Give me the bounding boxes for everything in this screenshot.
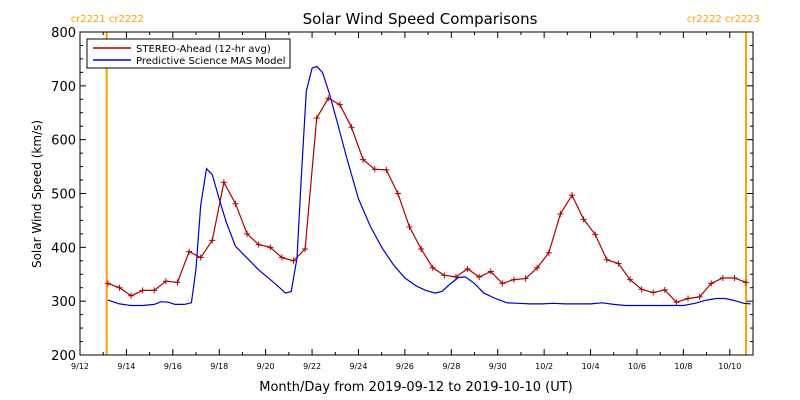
rotation-markers: cr2221 cr2222 cr2222 cr2223: [71, 14, 760, 355]
data-point-marker: [418, 245, 425, 252]
data-point-marker: [197, 254, 204, 261]
y-tick-label: 600: [51, 134, 76, 149]
data-point-marker: [638, 286, 645, 293]
data-point-marker: [603, 256, 610, 263]
x-tick-label: 10/6: [628, 362, 646, 371]
x-tick-label: 10/4: [582, 362, 600, 371]
x-tick-label: 9/22: [303, 362, 321, 371]
x-tick-label: 9/30: [489, 362, 507, 371]
data-point-marker: [476, 273, 483, 280]
data-point-marker: [627, 276, 634, 283]
data-point-marker: [429, 264, 436, 271]
data-point-marker: [545, 249, 552, 256]
y-tick-label: 700: [51, 80, 76, 95]
data-point-marker: [731, 275, 738, 282]
plot-frame: [79, 31, 754, 356]
data-point-marker: [510, 276, 517, 283]
x-tick-label: 9/12: [71, 362, 89, 371]
data-point-marker: [685, 295, 692, 302]
data-point-marker: [464, 265, 471, 272]
data-point-marker: [557, 210, 564, 217]
x-axis: 9/12 9/14 9/16 9/18 9/20 9/22 9/24 9/26 9/28 9/30…: [71, 32, 754, 371]
data-point-marker: [302, 245, 309, 252]
y-axis: 200 300 400 500 600 700 800: [51, 26, 753, 364]
data-point-marker: [278, 254, 285, 261]
data-point-marker: [139, 287, 146, 294]
y-tick-label: 500: [51, 188, 76, 203]
x-tick-label: 9/26: [396, 362, 414, 371]
data-point-marker: [209, 237, 216, 244]
data-point-marker: [661, 286, 668, 293]
data-point-marker: [186, 248, 193, 255]
data-point-marker: [244, 230, 251, 237]
x-tick-label: 10/8: [674, 362, 692, 371]
data-point-marker: [267, 244, 274, 251]
data-point-marker: [255, 241, 262, 248]
legend-label-mas-model: Predictive Science MAS Model: [136, 56, 285, 67]
x-tick-label: 9/28: [442, 362, 460, 371]
legend-box: [86, 38, 291, 69]
x-tick-label: 10/2: [535, 362, 553, 371]
data-point-marker: [116, 284, 123, 291]
y-tick-label: 300: [51, 295, 76, 310]
data-point-marker: [568, 192, 575, 199]
data-point-marker: [743, 279, 750, 286]
data-point-marker: [487, 268, 494, 275]
y-tick-label: 800: [51, 26, 76, 41]
chart-title: Solar Wind Speed Comparisons: [303, 10, 538, 28]
data-point-marker: [220, 179, 227, 186]
data-point-marker: [580, 216, 587, 223]
data-point-marker: [708, 280, 715, 287]
x-tick-label: 9/18: [210, 362, 228, 371]
data-point-marker: [128, 292, 135, 299]
x-axis-label: Month/Day from 2019-09-12 to 2019-10-10 …: [259, 380, 572, 395]
data-point-marker: [592, 231, 599, 238]
rotation-label: cr2221 cr2222: [71, 14, 144, 25]
data-point-marker: [360, 156, 367, 163]
legend-label-stereo: STEREO-Ahead (12-hr avg): [136, 44, 271, 55]
data-point-marker: [615, 260, 622, 267]
data-point-marker: [406, 223, 413, 230]
data-point-marker: [534, 264, 541, 271]
data-point-marker: [151, 287, 158, 294]
y-tick-label: 400: [51, 241, 76, 256]
data-point-marker: [441, 272, 448, 279]
data-point-marker: [104, 280, 111, 287]
series-line-1: [107, 65, 751, 307]
data-point-marker: [696, 293, 703, 300]
data-point-marker: [162, 278, 169, 285]
data-point-marker: [336, 101, 343, 108]
data-point-marker: [499, 280, 506, 287]
data-point-marker: [650, 289, 657, 296]
data-point-marker: [522, 275, 529, 282]
data-point-marker: [383, 166, 390, 173]
x-tick-label: 9/24: [349, 362, 367, 371]
data-point-marker: [232, 200, 239, 207]
data-point-marker: [673, 299, 680, 306]
data-point-marker: [290, 257, 297, 264]
x-tick-label: 10/10: [718, 362, 741, 371]
series-layer: [104, 65, 751, 307]
data-point-marker: [313, 115, 320, 122]
data-point-marker: [348, 124, 355, 131]
x-tick-label: 9/16: [164, 362, 182, 371]
legend: STEREO-Ahead (12-hr avg) Predictive Scie…: [86, 38, 291, 69]
data-point-marker: [174, 279, 181, 286]
data-point-marker: [719, 275, 726, 282]
data-point-marker: [371, 166, 378, 173]
series-line-0: [107, 97, 747, 303]
data-point-marker: [394, 190, 401, 197]
x-tick-label: 9/14: [117, 362, 135, 371]
y-axis-label: Solar Wind Speed (km/s): [30, 120, 44, 268]
y-tick-label: 200: [51, 349, 76, 364]
rotation-label: cr2222 cr2223: [687, 14, 760, 25]
x-tick-label: 9/20: [257, 362, 275, 371]
